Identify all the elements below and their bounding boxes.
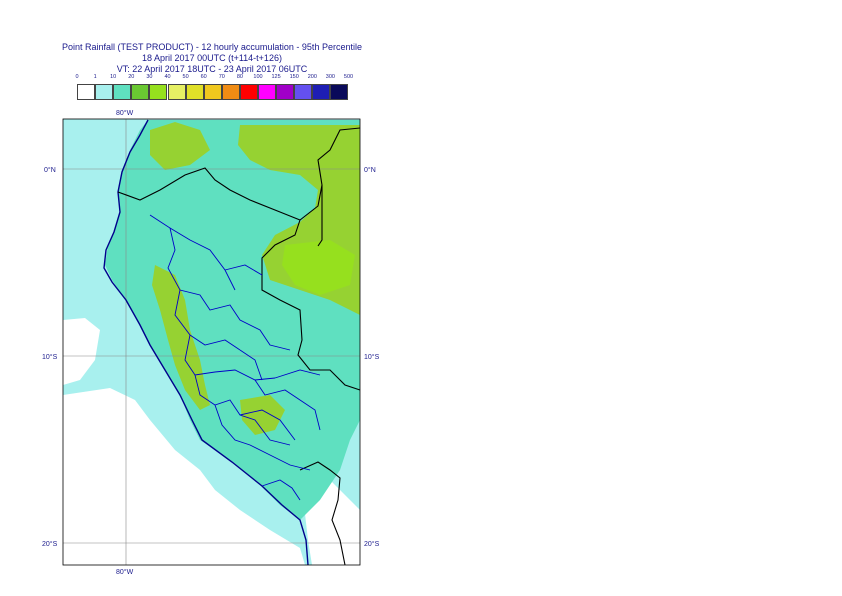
legend-swatch-13 bbox=[312, 84, 331, 100]
legend-label-10: 100 bbox=[253, 74, 263, 80]
legend-swatch-1 bbox=[95, 84, 114, 100]
legend-label-4: 30 bbox=[146, 74, 153, 80]
legend-swatch-14 bbox=[330, 84, 349, 100]
legend-label-14: 300 bbox=[325, 74, 335, 80]
coastline bbox=[103, 119, 309, 566]
rainfall-zone-green-east bbox=[240, 395, 285, 435]
country-borders bbox=[117, 127, 361, 566]
lat-label-right-10s: 10°S bbox=[364, 353, 380, 361]
legend-label-1: 1 bbox=[93, 74, 97, 80]
legend-label-15: 500 bbox=[343, 74, 354, 80]
legend-swatch-3 bbox=[131, 84, 150, 100]
legend-swatch-10 bbox=[258, 84, 277, 100]
legend-label-8: 70 bbox=[218, 74, 225, 80]
land-area bbox=[105, 120, 360, 520]
map-frame bbox=[62, 118, 361, 566]
ocean-white-patch-2 bbox=[63, 318, 100, 385]
admin-borders bbox=[149, 214, 321, 501]
legend-label-11: 125 bbox=[271, 74, 281, 80]
legend-label-9: 80 bbox=[236, 74, 243, 80]
legend-label-2: 10 bbox=[110, 74, 117, 80]
ocean-white-patch bbox=[63, 388, 305, 565]
title-line-1: Point Rainfall (TEST PRODUCT) - 12 hourl… bbox=[62, 42, 362, 52]
legend-label-12: 150 bbox=[289, 74, 299, 80]
legend-swatch-0 bbox=[77, 84, 96, 100]
lon-label-top: 80°W bbox=[116, 109, 134, 117]
legend-label-6: 50 bbox=[182, 74, 189, 80]
lat-label-right-0: 0°N bbox=[364, 166, 376, 174]
legend-label-13: 200 bbox=[307, 74, 317, 80]
legend-swatch-4 bbox=[149, 84, 168, 100]
title-line-3: VT: 22 April 2017 18UTC - 23 April 2017 … bbox=[116, 64, 308, 74]
legend-swatch-11 bbox=[276, 84, 295, 100]
legend-swatch-9 bbox=[239, 84, 258, 100]
rainfall-zone-green-top bbox=[150, 122, 210, 170]
legend-label-3: 20 bbox=[128, 74, 135, 80]
legend-swatch-8 bbox=[221, 84, 240, 100]
legend-label-0: 0 bbox=[75, 74, 79, 80]
lat-label-left-0: 0°N bbox=[44, 166, 56, 174]
graticule bbox=[63, 119, 360, 565]
lon-label-bottom: 80°W bbox=[116, 568, 134, 576]
lat-label-left-20s: 20°S bbox=[42, 540, 58, 548]
lat-label-left-10s: 10°S bbox=[42, 353, 58, 361]
legend-label-5: 40 bbox=[164, 74, 171, 80]
legend-swatch-12 bbox=[294, 84, 313, 100]
title-line-2: 18 April 2017 00UTC (t+114-t+126) bbox=[142, 53, 282, 63]
chart-title: Point Rainfall (TEST PRODUCT) - 12 hourl… bbox=[0, 42, 424, 75]
legend-swatch-7 bbox=[203, 84, 222, 100]
rainfall-zone-green-coast bbox=[152, 265, 210, 410]
legend-swatch-2 bbox=[113, 84, 132, 100]
legend-label-7: 60 bbox=[200, 74, 207, 80]
lat-label-right-20s: 20°S bbox=[364, 540, 380, 548]
legend-swatch-6 bbox=[185, 84, 204, 100]
rainfall-zone-lime bbox=[282, 240, 355, 295]
color-legend: 0 1 10 20 30 40 50 60 70 80 100 125 150 200 300 500 bbox=[72, 74, 362, 104]
legend-swatch-5 bbox=[167, 84, 186, 100]
